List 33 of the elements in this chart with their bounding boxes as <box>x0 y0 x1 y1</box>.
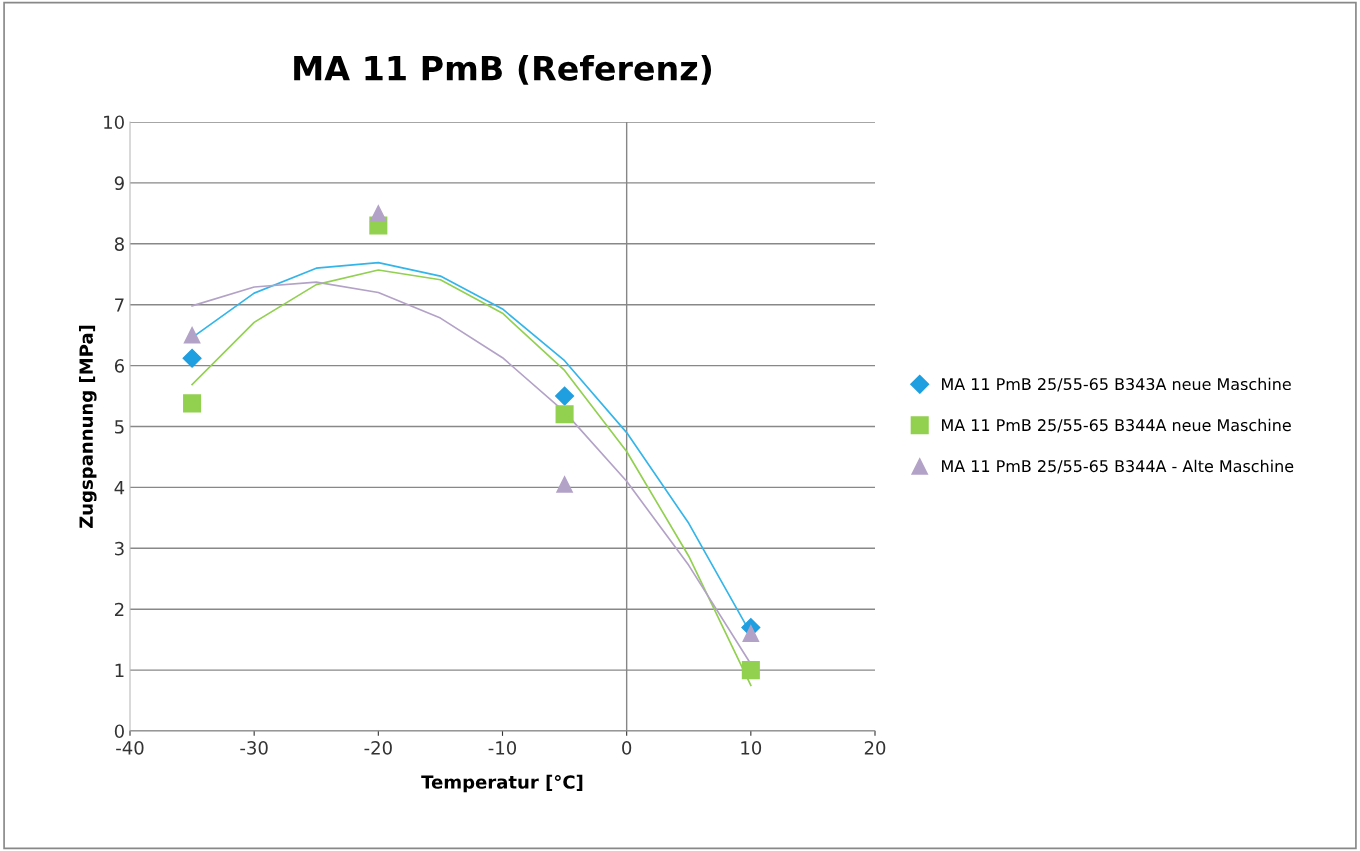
y-axis-title: Zugspannung [MPa] <box>78 325 97 529</box>
y-tick-label: 9 <box>114 176 124 191</box>
x-tick-label: 20 <box>864 741 886 755</box>
y-tick-label: 6 <box>114 359 124 373</box>
point <box>369 205 387 222</box>
x-tick-label: -40 <box>116 741 144 755</box>
point <box>182 348 202 368</box>
y-tick-label: 2 <box>114 602 124 617</box>
point <box>556 476 573 493</box>
point <box>555 405 574 424</box>
x-tick-label: 10 <box>741 741 762 755</box>
point <box>183 326 201 344</box>
x-tick-label: -30 <box>240 741 268 755</box>
point <box>741 661 760 680</box>
x-tick-label: -20 <box>364 741 392 755</box>
legend-label: MA 11 PmB 25/55-65 B344A neue Maschine <box>942 418 1291 433</box>
point <box>183 394 202 413</box>
legend-label: MA 11 PmB 25/55-65 B343A neue Maschine <box>942 377 1291 392</box>
legend-label: MA 11 PmB 25/55-65 B344A - Alte Maschine <box>942 459 1294 474</box>
y-tick-label: 4 <box>114 481 125 495</box>
y-tick-label: 3 <box>115 541 124 556</box>
point <box>742 625 760 642</box>
y-tick-label: 7 <box>115 298 124 312</box>
x-tick-label: 0 <box>622 741 632 755</box>
x-axis-title: Temperatur [°C] <box>421 774 583 793</box>
chart-title: MA 11 PmB (Referenz) <box>294 55 712 85</box>
point <box>555 386 575 406</box>
y-tick-label: 5 <box>115 420 124 434</box>
y-tick-label: 10 <box>104 115 124 130</box>
y-tick-label: 0 <box>114 724 124 739</box>
x-tick-label: -10 <box>488 741 517 755</box>
y-tick-label: 1 <box>115 663 124 677</box>
y-tick-label: 8 <box>114 237 124 251</box>
